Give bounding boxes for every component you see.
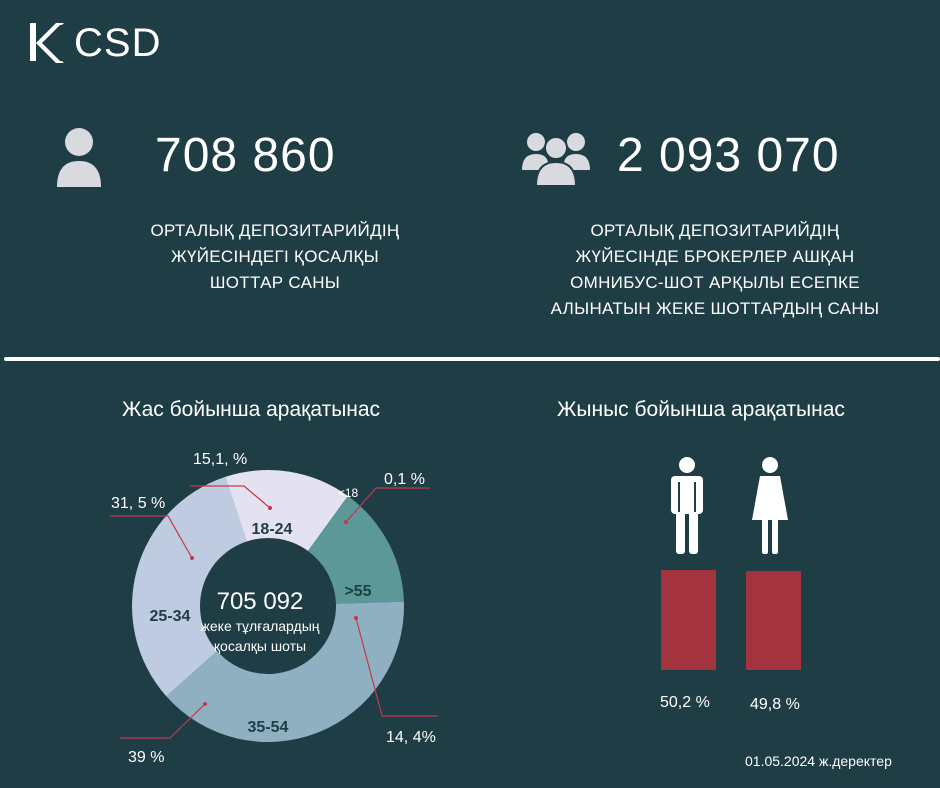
- csd-logo: CSD: [28, 20, 168, 66]
- center-value: 705 092: [216, 588, 304, 615]
- stat-desc-line: ЖҮЙЕСІНДЕГІ ҚОСАЛҚЫ: [170, 247, 380, 266]
- stat-desc-line: ЖҮЙЕСІНДЕ БРОКЕРЛЕР АШҚАН: [575, 247, 855, 266]
- slice-value-label: 31, 5 %: [111, 495, 165, 512]
- stat-value-subaccounts: 708 860: [155, 129, 336, 182]
- stat-desc-line: ОРТАЛЫҚ ДЕПОЗИТАРИЙДІҢ: [150, 221, 400, 240]
- slice-category-label: >55: [344, 583, 371, 600]
- gender-bar-chart: [650, 540, 820, 670]
- group-icon: [522, 133, 590, 186]
- donut-center: 705 092 жеке тұлғалардың қосалқы шоты: [190, 588, 330, 656]
- slice-category-label: 35-54: [248, 719, 289, 736]
- gender-chart-title: Жыныс бойынша арақатынас: [557, 398, 845, 421]
- leader-dot: [190, 556, 194, 560]
- stat-desc-line: ОМНИБУС-ШОТ АРҚЫЛЫ ЕСЕПКЕ: [570, 273, 860, 292]
- stat-desc-line: ОРТАЛЫҚ ДЕПОЗИТАРИЙДІҢ: [590, 221, 840, 240]
- stat-desc-omnibus: ОРТАЛЫҚ ДЕПОЗИТАРИЙДІҢ ЖҮЙЕСІНДЕ БРОКЕРЛ…: [520, 218, 910, 322]
- section-divider: [4, 357, 940, 361]
- leader-line: [355, 617, 438, 717]
- leader-line: [120, 703, 206, 739]
- leader-dot: [344, 520, 348, 524]
- slice-value-label: 0,1 %: [384, 471, 425, 488]
- female-icon: [752, 457, 788, 554]
- center-caption: жеке тұлғалардың: [200, 618, 320, 634]
- slice-value-label: 39 %: [128, 749, 164, 766]
- csd-logo-icon: [30, 23, 64, 63]
- bar-female: [746, 570, 801, 670]
- bar-male: [661, 570, 716, 670]
- bar-label-male: 50,2 %: [660, 694, 710, 711]
- slice-category-label: 25-34: [150, 608, 191, 625]
- person-icon: [57, 128, 101, 187]
- slice-value-label: 15,1, %: [193, 451, 247, 468]
- stat-desc-line: ШОТТАР САНЫ: [209, 273, 341, 292]
- leader-dot: [354, 616, 358, 620]
- age-donut-chart: <18 >55 35-54 25-34 18-24 0,1 % 14, 4% 39 % 31, …: [110, 451, 438, 766]
- leader-line: [345, 487, 430, 523]
- donut-slice-25-34: [131, 476, 247, 697]
- donut-slice-35-54: [166, 601, 404, 742]
- leader-line: [110, 515, 193, 559]
- center-caption: қосалқы шоты: [213, 638, 307, 654]
- logo-text: CSD: [74, 20, 162, 65]
- leader-dot: [203, 702, 207, 706]
- stat-value-omnibus: 2 093 070: [617, 129, 840, 182]
- donut-slice-gt55: [308, 496, 404, 604]
- leader-dot: [268, 506, 272, 510]
- donut-slice-18-24: [225, 470, 348, 551]
- slice-category-label: <18: [338, 486, 359, 500]
- footer-date: 01.05.2024 ж.деректер: [745, 753, 892, 769]
- bar-label-female: 49,8 %: [750, 696, 800, 713]
- stat-desc-line: АЛЫНАТЫН ЖЕКЕ ШОТТАРДЫҢ САНЫ: [550, 299, 880, 318]
- slice-value-label: 14, 4%: [386, 729, 436, 746]
- leader-line: [190, 485, 271, 509]
- slice-category-label: 18-24: [252, 521, 293, 538]
- stat-desc-subaccounts: ОРТАЛЫҚ ДЕПОЗИТАРИЙДІҢ ЖҮЙЕСІНДЕГІ ҚОСАЛ…: [110, 218, 440, 296]
- male-icon: [671, 457, 703, 554]
- age-chart-title: Жас бойынша арақатынас: [122, 398, 381, 421]
